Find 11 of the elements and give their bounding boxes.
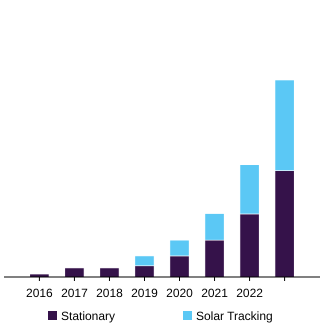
x-tick-label: 2020 bbox=[166, 286, 194, 300]
legend-label: Stationary bbox=[61, 309, 116, 323]
x-tick-label: 2022 bbox=[236, 286, 264, 300]
bar bbox=[100, 268, 120, 278]
x-tick-label: 2021 bbox=[201, 286, 228, 300]
x-tick-label: 2018 bbox=[96, 286, 124, 300]
legend-label: Solar Tracking bbox=[196, 309, 273, 323]
x-tick-label: 2019 bbox=[131, 286, 158, 300]
bar bbox=[64, 268, 84, 278]
x-tick-label: 2016 bbox=[26, 286, 54, 300]
x-tick-label: 2017 bbox=[61, 286, 88, 300]
